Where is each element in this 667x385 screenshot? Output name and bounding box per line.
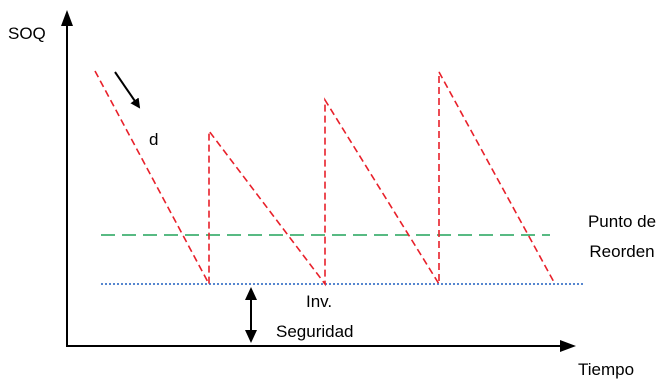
x-axis-label: Tiempo: [578, 360, 635, 379]
safety-arrow-top-head: [245, 287, 257, 300]
reorder-point-label-line1: Punto de: [587, 212, 657, 231]
safety-arrow-bottom-head: [245, 330, 257, 343]
y-axis-arrowhead: [61, 10, 73, 26]
demand-arrow: [114, 71, 141, 109]
inventory-sawtooth: [94, 70, 556, 287]
safety-stock-label-line1: Inv.: [306, 292, 333, 311]
safety-stock-label-line2: Seguridad: [276, 322, 354, 341]
reorder-point-label-line2: Reorden: [589, 242, 655, 261]
demand-label: d: [149, 130, 159, 149]
x-axis-arrowhead: [560, 340, 576, 352]
y-axis-label: SOQ: [8, 24, 46, 43]
